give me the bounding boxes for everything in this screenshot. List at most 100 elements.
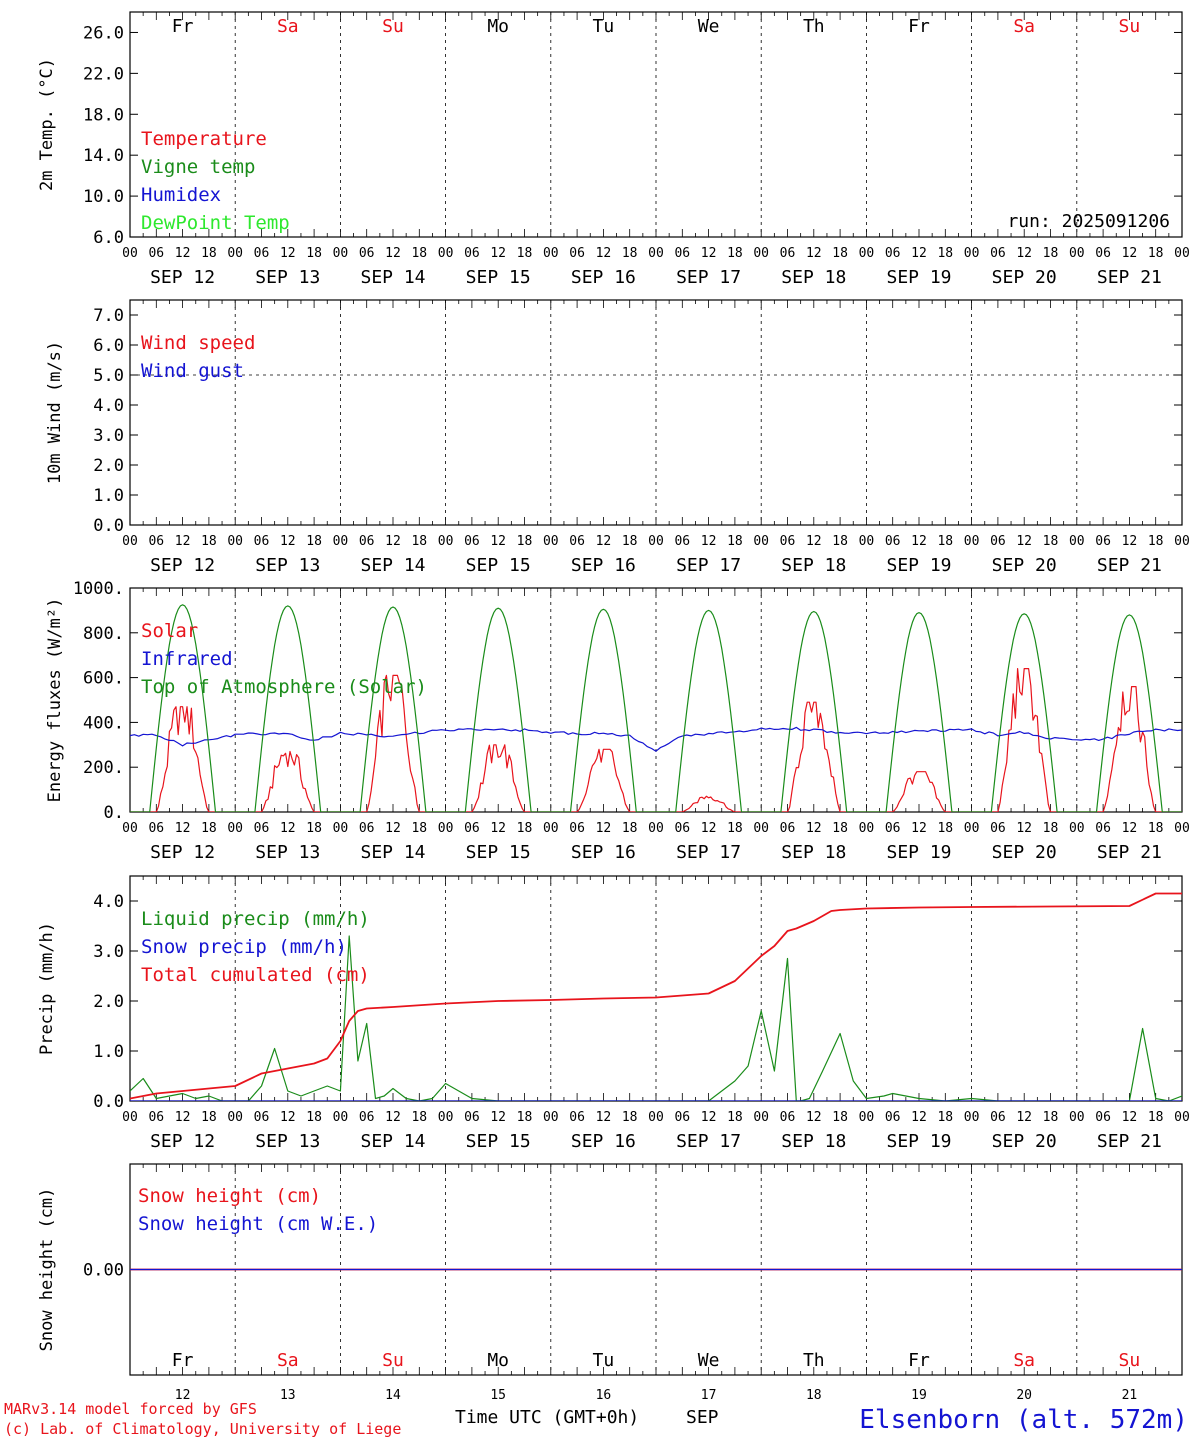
y-tick-label: 6.0: [93, 228, 124, 248]
hour-label: 00: [648, 534, 664, 549]
date-label: SEP 16: [571, 1131, 636, 1152]
hour-label: 18: [937, 821, 953, 836]
hour-label: 00: [964, 1110, 980, 1125]
y-tick-label: 2.0: [93, 456, 124, 476]
hour-label: 06: [990, 246, 1006, 261]
hour-label: 00: [333, 821, 349, 836]
hour-label: 12: [490, 246, 506, 261]
hour-label: 12: [385, 1110, 401, 1125]
hour-label: 12: [701, 821, 717, 836]
hour-label: 06: [885, 821, 901, 836]
hour-label: 00: [964, 821, 980, 836]
day-name-label: Tu: [593, 1350, 615, 1371]
y-tick-label: 2.0: [93, 992, 124, 1012]
day-name-label: Fr: [172, 1350, 194, 1371]
date-label: SEP 19: [886, 555, 951, 576]
hour-label: 12: [596, 246, 612, 261]
hour-label: 00: [122, 1110, 138, 1125]
y-tick-label: 10.0: [83, 187, 124, 207]
legend-entry: Wind speed: [141, 332, 255, 354]
hour-label: 06: [674, 246, 690, 261]
day-name-label: Su: [1119, 1350, 1141, 1371]
hour-label: 12: [806, 1110, 822, 1125]
legend-entry: Humidex: [141, 184, 221, 206]
hour-label: 18: [517, 1110, 533, 1125]
hour-label: 00: [543, 534, 559, 549]
y-tick-label: 600.: [83, 669, 124, 689]
hour-label: 00: [438, 1110, 454, 1125]
date-label: SEP 18: [781, 842, 846, 863]
hour-label: 12: [701, 534, 717, 549]
hour-label: 06: [359, 246, 375, 261]
hour-label: 06: [148, 246, 164, 261]
day-name-label: Fr: [172, 16, 194, 37]
legend-entry: Infrared: [141, 648, 233, 670]
y-axis-title: Snow height (cm): [37, 1188, 57, 1352]
panel-2: 0.0 1.0 2.0 3.0 4.0 5.0 6.0 7.0 10m Wind (m/s) 00…: [45, 299, 1190, 576]
date-label: SEP 19: [886, 1131, 951, 1152]
legend-entry: Snow height (cm): [138, 1185, 321, 1207]
hour-label: 06: [885, 534, 901, 549]
legend-entry: Liquid precip (mm/h): [141, 908, 370, 930]
legend-entry: Top of Atmosphere (Solar): [141, 676, 427, 698]
hour-label: 12: [385, 821, 401, 836]
hour-label: 12: [1016, 534, 1032, 549]
hour-label: 00: [859, 1110, 875, 1125]
hour-label: 18: [411, 246, 427, 261]
panel-4: 0.0 1.0 2.0 3.0 4.0 Precip (mm/h) 00 06 12 18 00 06…: [37, 875, 1190, 1152]
hour-label: 00: [648, 821, 664, 836]
hour-label: 06: [148, 821, 164, 836]
y-tick-label: 3.0: [93, 942, 124, 962]
legend-entry: DewPoint Temp: [141, 212, 290, 234]
hour-label: 18: [201, 534, 217, 549]
hour-label: 06: [1095, 534, 1111, 549]
hour-label: 18: [832, 246, 848, 261]
hour-label: 06: [780, 246, 796, 261]
hour-label: 12: [280, 821, 296, 836]
hour-label: 00: [1174, 246, 1190, 261]
hour-label: 00: [859, 821, 875, 836]
month-label: SEP: [686, 1407, 719, 1428]
hour-label: 18: [306, 821, 322, 836]
hour-label: 18: [622, 246, 638, 261]
credit-line-1: MARv3.14 model forced by GFS: [4, 1400, 257, 1418]
hour-label: 06: [148, 534, 164, 549]
hour-label: 06: [1095, 246, 1111, 261]
hour-label: 12: [596, 1110, 612, 1125]
hour-label: 00: [122, 246, 138, 261]
day-name-label: Mo: [487, 16, 509, 37]
day-name-label: Su: [1119, 16, 1141, 37]
date-label: SEP 16: [571, 842, 636, 863]
day-number-label: 14: [385, 1388, 401, 1403]
day-name-label: Sa: [1013, 16, 1035, 37]
y-tick-label: 1.0: [93, 486, 124, 506]
hour-label: 18: [1148, 534, 1164, 549]
hour-label: 18: [832, 1110, 848, 1125]
hour-label: 06: [569, 246, 585, 261]
hour-label: 06: [464, 1110, 480, 1125]
y-tick-label: 7.0: [93, 306, 124, 326]
hour-label: 06: [885, 1110, 901, 1125]
hour-label: 12: [911, 534, 927, 549]
day-name-label: Su: [382, 16, 404, 37]
day-number-label: 18: [806, 1388, 822, 1403]
hour-label: 00: [227, 534, 243, 549]
hour-label: 18: [1148, 821, 1164, 836]
hour-label: 06: [254, 821, 270, 836]
hour-label: 12: [596, 821, 612, 836]
legend-entry: Snow precip (mm/h): [141, 936, 347, 958]
date-label: SEP 18: [781, 267, 846, 288]
y-tick-label: 3.0: [93, 426, 124, 446]
date-label: SEP 15: [466, 842, 531, 863]
hour-label: 00: [438, 246, 454, 261]
date-label: SEP 21: [1097, 555, 1162, 576]
date-label: SEP 17: [676, 555, 741, 576]
hour-label: 18: [306, 246, 322, 261]
date-label: SEP 16: [571, 267, 636, 288]
hour-label: 06: [254, 1110, 270, 1125]
hour-label: 12: [596, 534, 612, 549]
hour-label: 00: [438, 534, 454, 549]
hour-label: 06: [254, 534, 270, 549]
day-name-label: Tu: [593, 16, 615, 37]
